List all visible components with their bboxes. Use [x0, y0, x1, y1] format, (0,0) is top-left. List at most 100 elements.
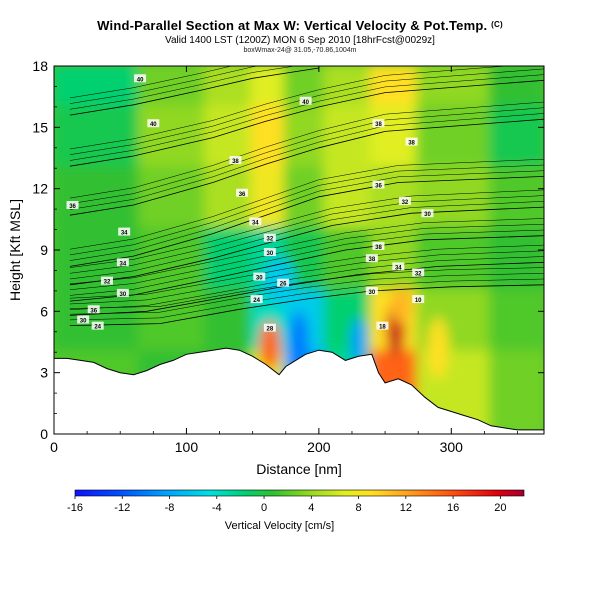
isentrope-minor-5-1: [69, 113, 544, 210]
isentrope-minor-2-2: [69, 223, 544, 290]
contour-label-bg-10: [421, 209, 434, 218]
velocity-cell-19: [138, 166, 209, 232]
colorbar-tick-label-4: 0: [261, 502, 267, 514]
contour-label-2: 40: [302, 100, 309, 106]
y-tick-label-1: 3: [40, 365, 48, 381]
contour-label-bg-25: [250, 295, 263, 304]
contour-label-bg-2: [299, 96, 312, 105]
contour-label-15: 38: [375, 245, 382, 251]
contour-label-bg-7: [66, 201, 79, 210]
velocity-cell-34: [416, 227, 494, 293]
velocity-feature-5: [427, 317, 449, 379]
velocity-feature-7: [582, 209, 585, 250]
contour-label-bg-6: [372, 180, 385, 189]
velocity-cell-10: [138, 104, 209, 171]
velocity-cell-16: [416, 104, 494, 171]
isentrope-minor-7-1: [69, 66, 297, 110]
x-tick-label-0: 0: [50, 439, 58, 455]
velocity-cell-1: [138, 66, 209, 109]
isentrope-minor-5-2: [69, 107, 544, 205]
contour-label-11: 34: [252, 220, 259, 226]
contour-label-8: 36: [239, 192, 246, 198]
velocity-cell-8: [489, 66, 544, 109]
contour-label-bg-4: [405, 137, 418, 146]
isentrope-26-1: [69, 261, 544, 316]
terrain-mask: [54, 348, 544, 434]
colorbar: -16 -12 -8 -4 0 4 8 12 16 20 Vertical Velocity [cm…: [67, 489, 525, 532]
velocity-feature-0: [259, 321, 281, 371]
y-tick-label-4: 12: [32, 181, 48, 197]
velocity-cell-33: [369, 227, 421, 293]
colorbar-tick-label-8: 16: [447, 502, 459, 514]
contour-label-bg-27: [412, 295, 425, 304]
isentrope-40-7: [69, 67, 319, 116]
velocity-cell-3: [250, 66, 288, 109]
isentrope-minor-6-1: [69, 74, 544, 161]
contour-label-23: 30: [120, 292, 127, 298]
x-tick-label-2: 200: [307, 439, 331, 455]
contour-label-bg-20: [100, 276, 113, 285]
terrain-outline: [54, 347, 544, 431]
isentrope-minor-5-3: [69, 101, 544, 199]
contour-label-6: 36: [375, 184, 382, 190]
contour-label-25: 24: [253, 298, 260, 304]
isentrope-minor-4-2: [69, 164, 544, 256]
isentrope-minor-1-1: [69, 256, 544, 310]
velocity-cell-22: [283, 166, 328, 232]
contour-label-bg-12: [118, 227, 131, 236]
contour-label-18: 32: [415, 271, 422, 277]
contour-label-bg-15: [372, 241, 385, 250]
contour-label-bg-14: [263, 248, 276, 257]
contour-label-26: 30: [368, 290, 375, 296]
y-tick-label-0: 0: [40, 426, 48, 442]
contour-label-bg-8: [236, 188, 249, 197]
colorbar-strip: [74, 489, 525, 497]
isentrope-minor-1-2: [69, 250, 544, 305]
contour-label-bg-9: [398, 196, 411, 205]
contour-label-bg-28: [77, 315, 90, 324]
contour-label-bg-0: [134, 74, 147, 83]
y-tick-label-6: 18: [32, 58, 48, 74]
chart-location-subtitle: boxWmax-24@ 31.05,-70.86,1004m: [243, 47, 357, 54]
contour-label-bg-31: [376, 321, 389, 330]
isentrope-minor-0-3: [69, 267, 544, 309]
colorbar-tick-label-9: 20: [494, 502, 506, 514]
contour-label-bg-21: [253, 272, 266, 281]
colorbar-tick-label-3: -4: [212, 502, 222, 514]
contour-label-30: 28: [267, 327, 274, 333]
isentrope-minor-4-1: [69, 170, 544, 261]
contour-label-bg-18: [412, 268, 425, 277]
isentrope-36-5: [69, 118, 544, 216]
contour-label-5: 38: [232, 159, 239, 165]
y-tick-label-5: 15: [32, 119, 48, 135]
contour-label-bg-1: [147, 119, 160, 128]
chart-title: Wind-Parallel Section at Max W: Vertical…: [0, 18, 600, 33]
isentrope-minor-7-2: [69, 66, 260, 104]
isentrope-minor-3-3: [69, 189, 544, 268]
contour-label-bg-16: [365, 254, 378, 263]
contour-label-24: 36: [90, 308, 97, 314]
isentrope-minor-2-1: [69, 229, 544, 296]
contour-label-1: 40: [150, 122, 157, 128]
contour-label-7: 36: [69, 204, 76, 210]
contour-label-10: 30: [424, 212, 431, 218]
contour-label-12: 34: [121, 231, 128, 237]
contour-label-bg-23: [116, 288, 129, 297]
isentrope-32-3: [69, 206, 544, 286]
chart-valid-time: Valid 1400 LST (1200Z) MON 6 Sep 2010 [1…: [165, 35, 435, 46]
contour-label-29: 24: [94, 325, 101, 331]
contour-label-9: 32: [402, 200, 409, 206]
isentrope-minor-6-3: [69, 66, 510, 150]
isentrope-24-0: [69, 284, 544, 326]
contour-label-bg-19: [116, 258, 129, 267]
velocity-cell-5: [323, 66, 374, 109]
colorbar-tick-label-7: 12: [400, 502, 412, 514]
velocity-feature-3: [390, 286, 412, 324]
colorbar-label: Vertical Velocity [cm/s]: [225, 520, 334, 532]
contour-label-28: 30: [80, 319, 87, 325]
isentrope-minor-6-2: [69, 68, 544, 155]
contour-label-19: 34: [120, 261, 127, 267]
isentrope-minor-0-2: [69, 273, 544, 315]
isentrope-minor-0-1: [69, 278, 544, 321]
